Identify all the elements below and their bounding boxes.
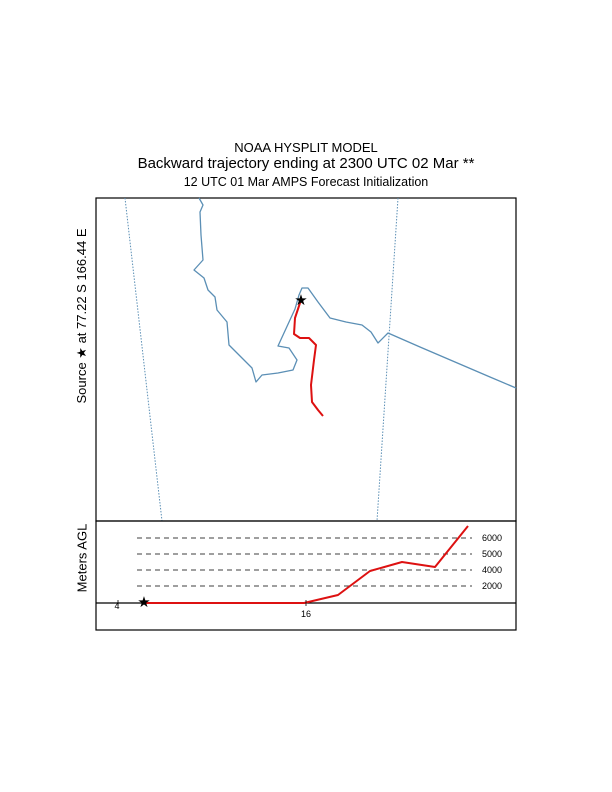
height-label-4000: 4000 (482, 565, 502, 575)
meridian-line-left (124, 197, 163, 522)
initialization-subtitle: 12 UTC 01 Mar AMPS Forecast Initializati… (183, 175, 429, 189)
source-star-icon: ★ (294, 291, 307, 309)
height-frame (95, 520, 517, 631)
coastline (193, 197, 517, 389)
time-label-16: 16 (301, 609, 311, 619)
trajectory-path (293, 299, 324, 417)
height-label-2000: 2000 (482, 581, 502, 591)
map-panel: ★ (95, 197, 517, 522)
height-label-5000: 5000 (482, 549, 502, 559)
model-title: NOAA HYSPLIT MODEL (234, 140, 378, 155)
height-panel: 6000 5000 4000 2000 ★ 4 16 (95, 520, 517, 631)
height-trajectory (144, 525, 469, 604)
height-label-6000: 6000 (482, 533, 502, 543)
height-source-star-icon: ★ (137, 593, 150, 611)
meridian-line-right (376, 197, 399, 522)
time-label-4: 4 (114, 601, 119, 611)
trajectory-title: Backward trajectory ending at 2300 UTC 0… (137, 155, 475, 172)
map-frame (95, 197, 517, 522)
